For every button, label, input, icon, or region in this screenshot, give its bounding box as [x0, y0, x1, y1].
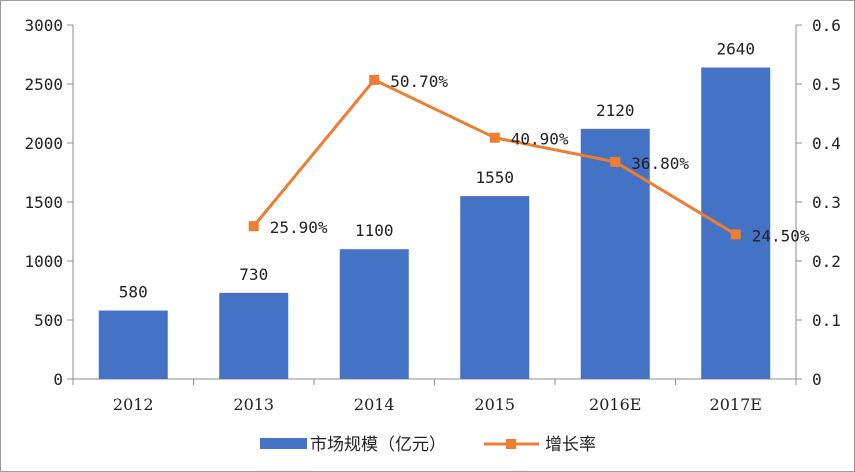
legend-line-marker	[506, 439, 516, 449]
growth-rate-marker	[369, 74, 380, 85]
y-left-tick-label: 1000	[24, 252, 63, 271]
bar	[219, 292, 289, 379]
growth-rate-label: 25.90%	[270, 218, 328, 237]
x-tick-label: 2012	[113, 395, 154, 414]
x-tick-label: 2017E	[710, 395, 762, 414]
bar	[339, 249, 409, 379]
axes: 0 500 1000 1500 2000 2500 3000 0 0.1 0.2 0.3 0.4 0.5…	[24, 16, 840, 414]
data-labels: 580 730 1100 1550 2120 2640 25.90% 50.70% 40.90%…	[119, 39, 810, 301]
bar	[460, 196, 530, 379]
bar-value-label: 1100	[355, 221, 394, 240]
bar-value-label: 2640	[716, 39, 755, 58]
bar	[580, 128, 650, 379]
x-tick-label: 2016E	[589, 395, 641, 414]
legend-line-label: 增长率	[545, 435, 596, 455]
y-right-tick-label: 0.6	[812, 16, 841, 35]
y-left-tick-label: 1500	[24, 193, 63, 212]
x-tick-label: 2014	[354, 395, 395, 414]
bar	[98, 310, 168, 379]
bar-value-label: 2120	[596, 101, 635, 120]
y-left-tick-label: 2500	[24, 75, 63, 94]
y-left-tick-label: 3000	[24, 16, 63, 35]
y-left-tick-label: 0	[53, 370, 63, 389]
growth-rate-marker	[730, 229, 741, 240]
growth-rate-label: 36.80%	[631, 154, 689, 173]
y-left-tick-label: 500	[34, 311, 63, 330]
bar	[701, 67, 771, 379]
x-tick-label: 2015	[474, 395, 515, 414]
growth-rate-label: 24.50%	[752, 226, 810, 245]
y-right-tick-label: 0.2	[812, 252, 841, 271]
growth-rate-label: 50.70%	[390, 72, 448, 91]
y-right-tick-label: 0.4	[812, 134, 841, 153]
y-left-tick-label: 2000	[24, 134, 63, 153]
y-right-tick-label: 0.3	[812, 193, 841, 212]
growth-rate-marker	[489, 132, 500, 143]
x-tick-label: 2013	[233, 395, 274, 414]
growth-rate-marker	[248, 221, 259, 232]
legend-bar-label: 市场规模（亿元）	[310, 435, 446, 455]
bar-value-label: 730	[239, 265, 268, 284]
line-series	[248, 74, 741, 240]
bar-series	[98, 67, 771, 379]
bar-value-label: 1550	[475, 168, 514, 187]
legend-bar-swatch	[260, 438, 307, 449]
y-right-tick-label: 0.5	[812, 75, 841, 94]
growth-rate-marker	[610, 156, 621, 167]
y-right-tick-label: 0	[812, 370, 822, 389]
y-right-tick-label: 0.1	[812, 311, 841, 330]
growth-rate-label: 40.90%	[511, 130, 569, 149]
legend: 市场规模（亿元） 增长率	[260, 435, 596, 455]
bar-value-label: 580	[119, 283, 148, 302]
